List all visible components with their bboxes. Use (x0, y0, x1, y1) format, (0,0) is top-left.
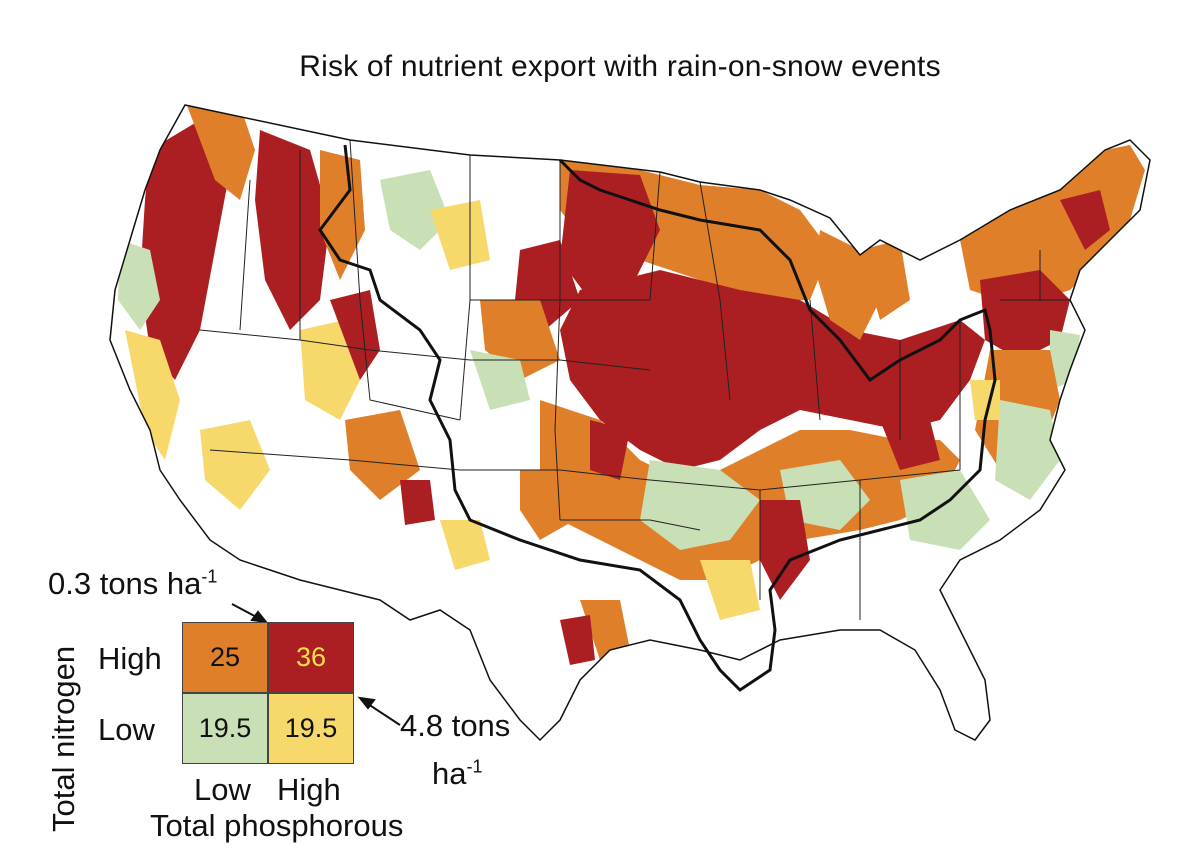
region-low-n-low-p (118, 240, 160, 330)
legend-cell-value: 19.5 (284, 713, 338, 743)
legend-cell-high-n-low-p: 25 (182, 622, 268, 693)
region-low-n-low-p (470, 350, 530, 410)
region-low-n-high-p (700, 560, 760, 620)
nitrogen-threshold-arrow-head (250, 610, 269, 624)
row-label-low: Low (98, 712, 155, 747)
region-high-n-high-p (760, 500, 810, 600)
nitrogen-axis-label: Total nitrogen (46, 645, 81, 832)
row-label-high: High (98, 641, 162, 676)
region-high-n-high-p (400, 480, 435, 525)
region-high-n-low-p (520, 470, 575, 540)
region-low-n-low-p (780, 460, 870, 530)
region-high-n-high-p (255, 130, 330, 330)
col-label-low: Low (194, 772, 251, 807)
region-low-n-low-p (995, 400, 1060, 500)
legend-arrows (231, 603, 401, 726)
legend-cell-high-n-high-p: 36 (268, 622, 354, 693)
region-high-n-low-p (580, 600, 630, 660)
region-low-n-low-p (640, 460, 760, 550)
region-high-n-low-p (860, 240, 910, 320)
phosphorous-threshold-line2: ha-1 (432, 756, 483, 791)
phosphorous-axis-label: Total phosphorous (150, 808, 404, 843)
region-low-n-high-p (430, 200, 490, 270)
region-low-n-high-p (440, 520, 490, 570)
region-low-n-low-p (900, 470, 990, 550)
phosphorous-threshold-line1: 4.8 tons (400, 708, 511, 743)
region-low-n-high-p (125, 330, 180, 460)
region-high-n-high-p (880, 420, 940, 470)
region-high-n-high-p (560, 270, 985, 470)
mississippi-basin-boundary (318, 144, 997, 692)
region-high-n-high-p (1060, 190, 1110, 250)
col-label-high: High (277, 772, 341, 807)
figure-title: Risk of nutrient export with rain-on-sno… (299, 50, 941, 83)
region-high-n-low-p (815, 230, 880, 340)
region-high-n-low-p (540, 400, 960, 580)
region-high-n-high-p (980, 270, 1070, 360)
legend-cell-value: 19.5 (198, 713, 252, 743)
risk-regions (118, 105, 1145, 665)
region-high-n-high-p (560, 615, 595, 665)
risk-legend-grid: 25 36 19.5 19.5 (182, 622, 356, 766)
legend-cell-value: 36 (295, 642, 327, 672)
legend-cell-value: 25 (209, 642, 241, 672)
legend-cell-low-n-low-p: 19.5 (182, 693, 268, 764)
region-high-n-high-p (330, 290, 380, 380)
phosphorous-threshold-arrow-head (357, 696, 376, 710)
region-high-n-high-p (140, 120, 230, 380)
nitrogen-threshold-label: 0.3 tons ha-1 (48, 566, 218, 601)
legend-cell-low-n-high-p: 19.5 (268, 693, 354, 764)
region-high-n-high-p (590, 420, 630, 480)
region-high-n-low-p (345, 410, 420, 500)
region-low-n-high-p (200, 420, 270, 510)
region-low-n-low-p (380, 170, 450, 250)
region-high-n-low-p (185, 105, 255, 200)
state-boundaries (199, 139, 1070, 620)
